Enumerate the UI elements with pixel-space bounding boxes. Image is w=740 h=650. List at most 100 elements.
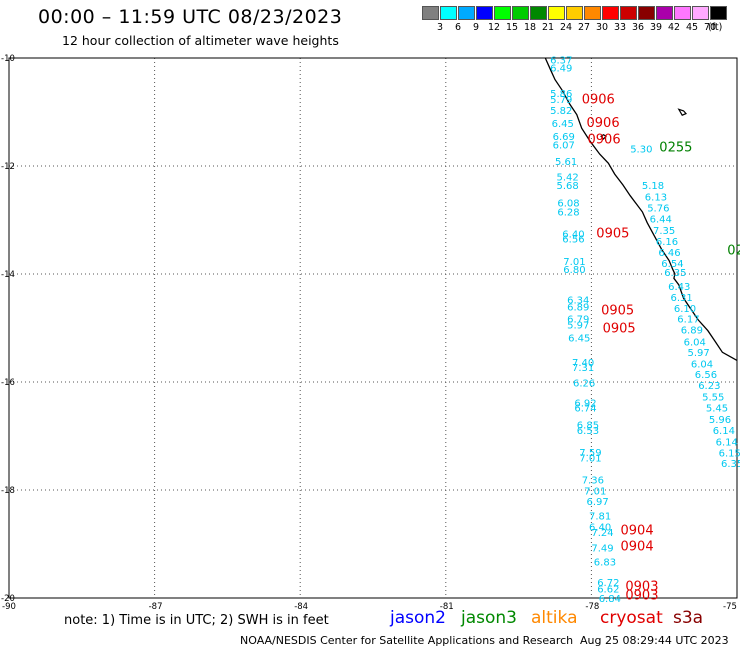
swh-value: 6.15 (719, 449, 740, 460)
swh-value: 7.59 (579, 448, 601, 459)
pass-time-label: 0905 (603, 321, 636, 336)
colorbar-swatch (440, 6, 457, 20)
swh-value: 7.01 (563, 257, 585, 268)
swh-value: 5.61 (555, 157, 577, 168)
page-subtitle: 12 hour collection of altimeter wave hei… (62, 33, 339, 48)
swh-value: 7.49 (591, 544, 613, 555)
swh-value: 6.37 (550, 55, 572, 66)
lat-tick-label: -16 (1, 378, 15, 388)
colorbar-swatch (620, 6, 637, 20)
colorbar-swatch (692, 6, 709, 20)
swh-value: 7.24 (591, 528, 613, 539)
swh-value: 6.97 (587, 497, 609, 508)
lon-tick-label: -78 (585, 602, 599, 612)
swh-value: 7.35 (653, 226, 675, 237)
swh-value: 5.68 (557, 181, 579, 192)
swh-value: 6.62 (597, 585, 619, 596)
graticule (9, 58, 737, 598)
lat-tick-label: -18 (1, 486, 15, 496)
swh-value: 6.17 (677, 315, 699, 326)
mission-cryosat: cryosat (600, 608, 663, 628)
swh-value: 5.18 (642, 181, 664, 192)
colorbar-label: 36 (631, 22, 645, 33)
colorbar-label: 33 (613, 22, 627, 33)
swh-value: 6.07 (553, 141, 575, 152)
swh-value: 6.89 (567, 303, 589, 314)
swh-value: 6.40 (562, 229, 584, 240)
swh-value: 6.04 (684, 337, 706, 348)
swh-value: 6.46 (658, 248, 680, 259)
swh-value: 6.56 (562, 235, 584, 246)
lat-tick-label: -14 (1, 270, 15, 280)
map-frame (8, 57, 738, 599)
colorbar-swatch (674, 6, 691, 20)
colorbar-swatch (476, 6, 493, 20)
colorbar-label: 15 (505, 22, 519, 33)
colorbar-label: 70 (703, 22, 717, 33)
swh-value: 5.42 (557, 173, 579, 184)
swh-value: 6.89 (681, 325, 703, 336)
swh-value: 5.55 (702, 392, 724, 403)
swh-value: 6.40 (589, 523, 611, 534)
colorbar-label: 6 (454, 22, 462, 33)
swh-value: 6.85 (577, 420, 599, 431)
colorbar-label: 27 (577, 22, 591, 33)
swh-value: 6.16 (656, 237, 678, 248)
swh-value: 6.49 (550, 64, 572, 75)
swh-value: 6.54 (661, 259, 683, 270)
swh-value: 5.86 (550, 89, 572, 100)
swh-value: 6.35 (664, 268, 686, 279)
swh-value: 6.14 (713, 426, 735, 437)
lon-tick-label: -84 (294, 602, 308, 612)
swh-value: 5.97 (688, 348, 710, 359)
swh-value: 6.80 (563, 265, 585, 276)
swh-value: 6.31 (671, 293, 693, 304)
axis-ticks: -10 -12 -14 -16 -18 -20-90 -87 -84 -81 -78 -75 (1, 54, 737, 612)
mission-jason2: jason2 (390, 608, 446, 628)
lat-tick-label: -10 (1, 54, 15, 64)
coastline (544, 57, 738, 361)
pass-labels: 0906090609060255090502560905090509040904… (582, 92, 740, 603)
colorbar-swatch (584, 6, 601, 20)
swh-value: 7.36 (582, 476, 604, 487)
swh-value: 6.53 (577, 426, 599, 437)
colorbar-swatch (602, 6, 619, 20)
colorbar-swatch (710, 6, 727, 20)
pass-time-label: 0905 (596, 226, 629, 241)
swh-value: 6.13 (645, 193, 667, 204)
colorbar-swatch (530, 6, 547, 20)
swh-value: 7.31 (572, 363, 594, 374)
island-outline (677, 108, 688, 116)
swh-value: 5.76 (647, 203, 669, 214)
lat-tick-label: -20 (1, 594, 15, 604)
swh-value: 6.56 (695, 370, 717, 381)
pass-time-label: 0256 (727, 244, 740, 259)
colorbar-swatch (494, 6, 511, 20)
swh-value: 7.81 (589, 512, 611, 523)
mission-altika: altika (531, 608, 578, 628)
swh-value: 6.45 (568, 334, 590, 345)
colorbar-label: 42 (667, 22, 681, 33)
colorbar-swatch (656, 6, 673, 20)
swh-value: 6.69 (553, 132, 575, 143)
swh-value: 6.72 (597, 578, 619, 589)
pass-time-label: 0906 (587, 116, 620, 131)
colorbar-swatch (458, 6, 475, 20)
pass-time-label: 0903 (625, 579, 658, 594)
lon-tick-label: -75 (723, 602, 737, 612)
note-text: note: 1) Time is in UTC; 2) SWH is in fe… (64, 613, 329, 628)
swh-value: 6.26 (573, 378, 595, 389)
colorbar-swatch (512, 6, 529, 20)
pass-time-label: 0905 (601, 304, 634, 319)
colorbar-label: 39 (649, 22, 663, 33)
colorbar-swatch (422, 6, 439, 20)
pass-time-label: 0906 (588, 132, 621, 147)
colorbar-label: 18 (523, 22, 537, 33)
colorbar-label: 3 (436, 22, 444, 33)
swh-value: 6.83 (594, 558, 616, 569)
swh-value: 6.43 (668, 282, 690, 293)
footer-timestamp: Aug 25 08:29:44 UTC 2023 (580, 634, 729, 647)
swh-value: 5.30 (630, 145, 652, 156)
pass-time-label: 0904 (621, 540, 654, 555)
